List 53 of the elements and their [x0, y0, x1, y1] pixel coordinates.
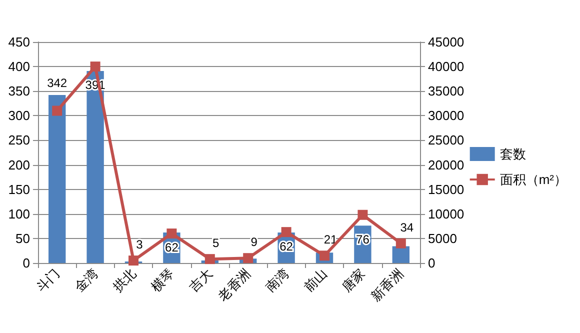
y-tick-label: 350	[8, 84, 30, 99]
x-tick-label: 前山	[300, 266, 330, 295]
y-tick-label: 150	[8, 182, 30, 197]
x-tick-label: 新香洲	[368, 266, 406, 304]
y2-tick-label: 5000	[428, 230, 457, 246]
x-tick-label: 南湾	[262, 266, 292, 295]
point	[204, 254, 215, 264]
y2-tick-label: 30000	[428, 108, 464, 124]
data-label: 342	[47, 76, 68, 90]
data-label: 34	[400, 220, 414, 234]
y2-tick-label: 10000	[428, 206, 464, 222]
point	[281, 227, 292, 238]
y2-tick-label: 20000	[428, 157, 464, 172]
y-tick-label: 0	[22, 256, 30, 270]
x-tick-label: 吉大	[186, 266, 216, 295]
point	[128, 256, 138, 266]
data-label: 62	[280, 240, 294, 254]
data-label: 3	[136, 238, 144, 252]
x-tick-label: 老香洲	[215, 266, 254, 304]
x-tick-label: 金湾	[72, 266, 101, 295]
y-tick-label: 100	[8, 206, 30, 222]
bar	[48, 95, 66, 263]
bar	[392, 246, 410, 263]
point	[358, 210, 368, 220]
y-tick-label: 300	[8, 108, 30, 124]
x-tick-label: 拱北	[110, 266, 139, 295]
data-label: 62	[165, 240, 179, 255]
x-tick-label: 斗门	[33, 266, 62, 295]
data-label: 9	[250, 235, 258, 250]
point	[243, 253, 254, 264]
y2-tick-label: 15000	[428, 182, 464, 197]
y2-tick-label: 40000	[428, 59, 464, 74]
y-tick-label: 450	[8, 34, 30, 50]
y-tick-label: 50	[16, 230, 30, 246]
point	[52, 106, 62, 116]
y2-tick-label: 45000	[428, 34, 464, 50]
point	[320, 250, 330, 261]
legend-label: 套数	[500, 146, 526, 162]
bar	[86, 70, 104, 263]
y-tick-label: 200	[8, 157, 30, 172]
y2-tick-label: 35000	[428, 84, 464, 99]
x-tick-label: 唐家	[339, 266, 368, 295]
legend-label: 面积（m²）	[500, 172, 568, 187]
y-tick-label: 400	[8, 59, 30, 74]
point	[90, 62, 100, 72]
point	[166, 228, 177, 239]
x-tick-label: 横琴	[148, 266, 178, 295]
data-label: 5	[212, 236, 220, 250]
point	[396, 238, 406, 248]
data-label: 76	[356, 232, 370, 247]
y2-tick-label: 25000	[428, 132, 464, 148]
y-tick-label: 250	[8, 132, 30, 148]
y2-tick-label: 0	[428, 256, 436, 270]
